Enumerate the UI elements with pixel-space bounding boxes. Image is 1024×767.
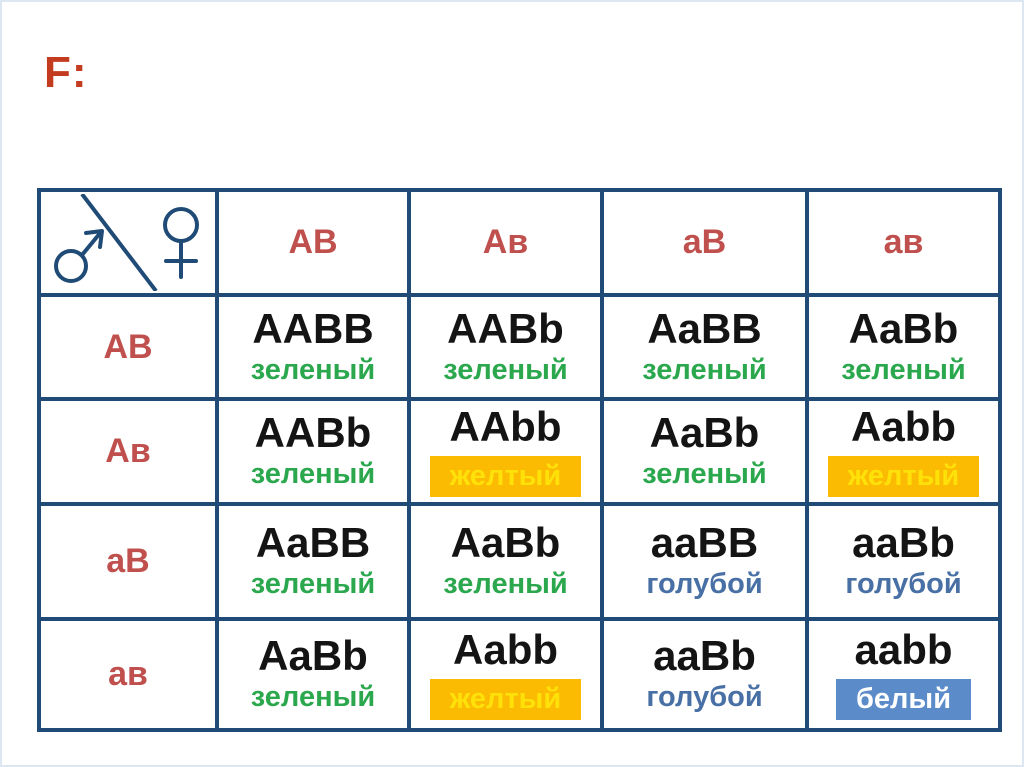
punnett-cell: AAbb желтый: [407, 397, 604, 506]
phenotype: зеленый: [841, 353, 966, 386]
genotype: Aabb: [851, 402, 956, 450]
punnett-cell: aaBb голубой: [805, 502, 1002, 621]
table-row: аВ AaBB зеленый AaBb зеленый aaBB голубо…: [37, 502, 1002, 621]
punnett-cell: aabb белый: [805, 617, 1002, 732]
phenotype: зеленый: [642, 353, 767, 386]
genotype: AaBb: [258, 632, 368, 680]
genotype: aaBb: [852, 519, 955, 567]
column-header-ab: ав: [805, 188, 1002, 297]
column-header-Ab: Ав: [407, 188, 604, 297]
genotype: AaBb: [649, 409, 760, 457]
genotype: AaBb: [848, 304, 959, 352]
punnett-cell: AABb зеленый: [407, 293, 604, 401]
genotype: AaBB: [647, 304, 762, 352]
table-row: АВ AABB зеленый AABb зеленый AaBB зелены…: [37, 293, 1002, 401]
phenotype: голубой: [845, 568, 962, 601]
genotype: AABB: [252, 304, 374, 352]
row-header-ab: ав: [37, 617, 219, 732]
phenotype: зеленый: [443, 353, 568, 386]
phenotype: зеленый: [250, 681, 376, 714]
male-icon: [54, 229, 104, 283]
column-header-row: АВ Ав аВ ав: [37, 188, 1002, 297]
phenotype-highlight: желтый: [429, 455, 582, 498]
phenotype: голубой: [646, 681, 763, 714]
punnett-cell: aaBb голубой: [600, 617, 809, 732]
table-row: ав AaBb зеленый Aabb желтый aaBb голубой…: [37, 617, 1002, 732]
phenotype: зеленый: [250, 458, 376, 491]
phenotype: зеленый: [250, 568, 376, 601]
phenotype-highlight: белый: [835, 678, 972, 721]
parent-symbols-graphic: [54, 194, 199, 291]
punnett-cell: AaBb зеленый: [805, 293, 1002, 401]
genotype: aabb: [854, 625, 953, 673]
punnett-cell: AaBb зеленый: [407, 502, 604, 621]
punnett-cell: Aabb желтый: [407, 617, 604, 732]
punnett-cell: Aabb желтый: [805, 397, 1002, 506]
phenotype-highlight: желтый: [827, 455, 980, 498]
genotype: AABb: [447, 304, 564, 352]
column-header-AB: АВ: [215, 188, 411, 297]
phenotype: зеленый: [443, 568, 568, 601]
punnett-cell: AABB зеленый: [215, 293, 411, 401]
row-header-aB: аВ: [37, 502, 219, 621]
corner-cell: [37, 188, 219, 297]
punnett-cell: aaBB голубой: [600, 502, 809, 621]
punnett-square-table: АВ Ав аВ ав АВ AABB зеленый AABb зеленый…: [37, 188, 1002, 732]
punnett-cell: AaBb зеленый: [215, 617, 411, 732]
punnett-cell: AaBB зеленый: [600, 293, 809, 401]
row-header-Ab: Ав: [37, 397, 219, 506]
diagonal-divider: [80, 194, 158, 291]
genotype: aaBb: [653, 632, 756, 680]
generation-label: F:: [44, 48, 88, 97]
genotype: aaBB: [650, 519, 759, 567]
row-header-AB: АВ: [37, 293, 219, 401]
punnett-cell: AABb зеленый: [215, 397, 411, 506]
table-row: Ав AABb зеленый AAbb желтый AaBb зеленый…: [37, 397, 1002, 506]
punnett-cell: AaBB зеленый: [215, 502, 411, 621]
phenotype-highlight: желтый: [429, 678, 582, 721]
phenotype: голубой: [646, 568, 763, 601]
genotype: AaBB: [255, 519, 371, 567]
genotype: AABb: [254, 409, 372, 457]
genotype: Aabb: [453, 625, 558, 673]
genotype: AaBb: [450, 519, 561, 567]
female-icon: [163, 207, 199, 279]
punnett-cell: AaBb зеленый: [600, 397, 809, 506]
phenotype: зеленый: [642, 458, 767, 491]
genotype: AAbb: [449, 402, 562, 450]
column-header-aB: аВ: [600, 188, 809, 297]
phenotype: зеленый: [250, 353, 376, 386]
